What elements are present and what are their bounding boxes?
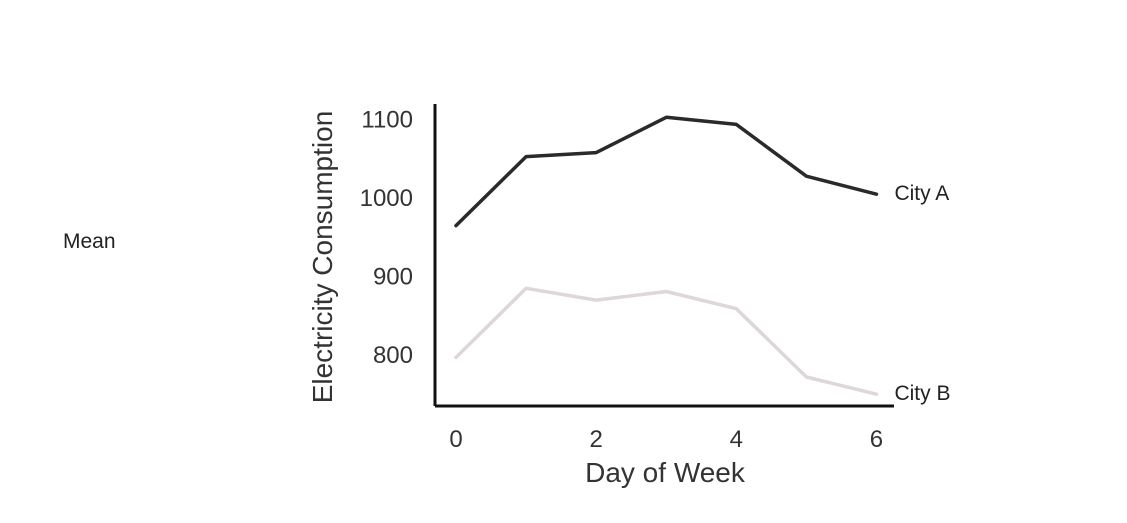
y-tick-label: 1100 (361, 107, 413, 134)
axes (433, 104, 894, 408)
series-line-city-a (454, 115, 879, 228)
x-tick-label: 0 (449, 426, 462, 453)
y-tick-label: 1000 (360, 185, 413, 212)
y-axis-title: Electricity Consumption (307, 111, 338, 404)
x-tick-label: 4 (730, 426, 743, 453)
x-axis-title: Day of Week (585, 457, 746, 488)
y-tick-label: 800 (373, 342, 413, 369)
series-label-city-b: City B (894, 382, 950, 405)
side-label-mean: Mean (63, 230, 116, 253)
x-tick-label: 2 (589, 426, 602, 453)
series-line-city-b (454, 286, 879, 396)
x-tick-label: 6 (870, 426, 883, 453)
series-group: City A City B (454, 115, 950, 405)
y-tick-labels: 800 900 1000 1100 (360, 107, 413, 369)
y-tick-label: 900 (373, 264, 413, 291)
series-label-city-a: City A (894, 182, 949, 205)
x-tick-labels: 0 2 4 6 (449, 426, 883, 453)
